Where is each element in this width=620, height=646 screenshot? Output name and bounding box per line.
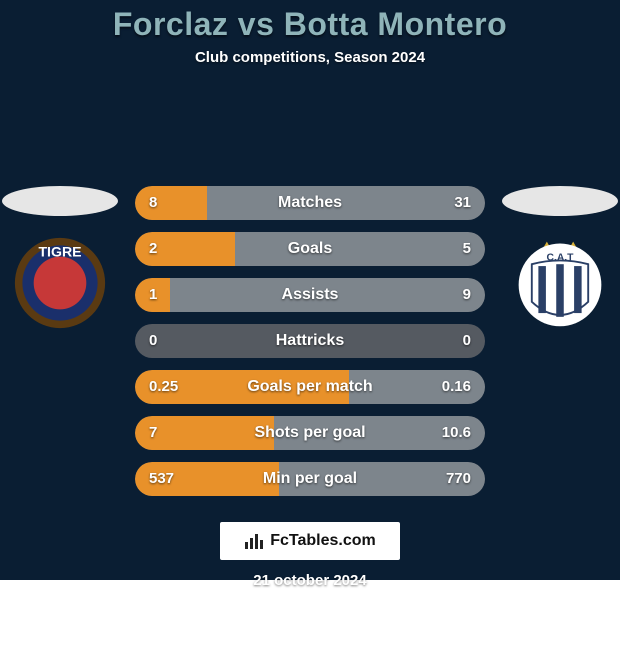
player-left-slot: TIGRE [0, 186, 120, 330]
talleres-crest-text: C.A.T [547, 252, 575, 263]
fctables-logo: FcTables.com [220, 522, 400, 560]
stat-label: Assists [135, 278, 485, 312]
stat-label: Matches [135, 186, 485, 220]
stats-column: 831Matches 25Goals 19Assists 00Hattricks 0.2… [135, 186, 485, 508]
stat-row: 710.6Shots per goal [135, 416, 485, 450]
stat-label: Goals per match [135, 370, 485, 404]
page-subtitle: Club competitions, Season 2024 [0, 49, 620, 66]
chart-icon [244, 532, 264, 550]
footer: FcTables.com 21 october 2024 [0, 508, 620, 589]
stat-row: 00Hattricks [135, 324, 485, 358]
stat-row: 25Goals [135, 232, 485, 266]
player-right-slot: C.A.T [500, 186, 620, 330]
stat-row: 19Assists [135, 278, 485, 312]
tigre-crest-text: TIGRE [38, 244, 81, 260]
comparison-date: 21 october 2024 [0, 572, 620, 589]
stat-row: 831Matches [135, 186, 485, 220]
content-wrap: TIGRE 831Matches 25Goals 19Assists 00Hattri… [0, 66, 620, 646]
talleres-crest: C.A.T [513, 236, 607, 330]
stat-label: Goals [135, 232, 485, 266]
stat-label: Min per goal [135, 462, 485, 496]
stat-row: 537770Min per goal [135, 462, 485, 496]
comparison-page: Forclaz vs Botta Montero Club competitio… [0, 0, 620, 580]
stat-label: Shots per goal [135, 416, 485, 450]
player-right-silhouette [502, 186, 618, 216]
player-left-silhouette [2, 186, 118, 216]
fctables-logo-text: FcTables.com [270, 532, 376, 550]
tigre-crest: TIGRE [13, 236, 107, 330]
stat-label: Hattricks [135, 324, 485, 358]
stat-row: 0.250.16Goals per match [135, 370, 485, 404]
page-title: Forclaz vs Botta Montero [0, 0, 620, 43]
